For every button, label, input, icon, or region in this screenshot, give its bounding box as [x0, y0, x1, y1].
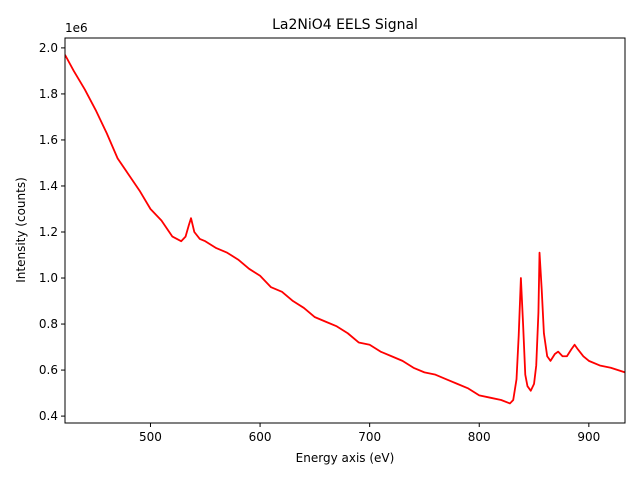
data-line	[65, 54, 625, 405]
y-tick-label: 1.0	[39, 271, 58, 285]
y-tick-label: 1.4	[39, 179, 58, 193]
y-tick-label: 2.0	[39, 41, 58, 55]
x-tick-label: 900	[577, 430, 600, 444]
x-tick-label: 600	[249, 430, 272, 444]
y-tick-label: 0.4	[39, 409, 58, 423]
y-tick-label: 1.6	[39, 133, 58, 147]
plot-frame	[64, 37, 626, 424]
x-tick-label: 800	[468, 430, 491, 444]
x-tick-label: 500	[139, 430, 162, 444]
x-tick-label: 700	[358, 430, 381, 444]
y-tick-label: 0.6	[39, 363, 58, 377]
chart-title: La2NiO4 EELS Signal	[272, 17, 418, 33]
y-tick-label: 1.8	[39, 87, 58, 101]
y-tick-label: 1.2	[39, 225, 58, 239]
y-tick-label: 0.8	[39, 317, 58, 331]
y-offset-label: 1e6	[65, 21, 88, 35]
y-axis-label: Intensity (counts)	[14, 177, 28, 283]
x-axis-label: Energy axis (eV)	[296, 451, 395, 465]
